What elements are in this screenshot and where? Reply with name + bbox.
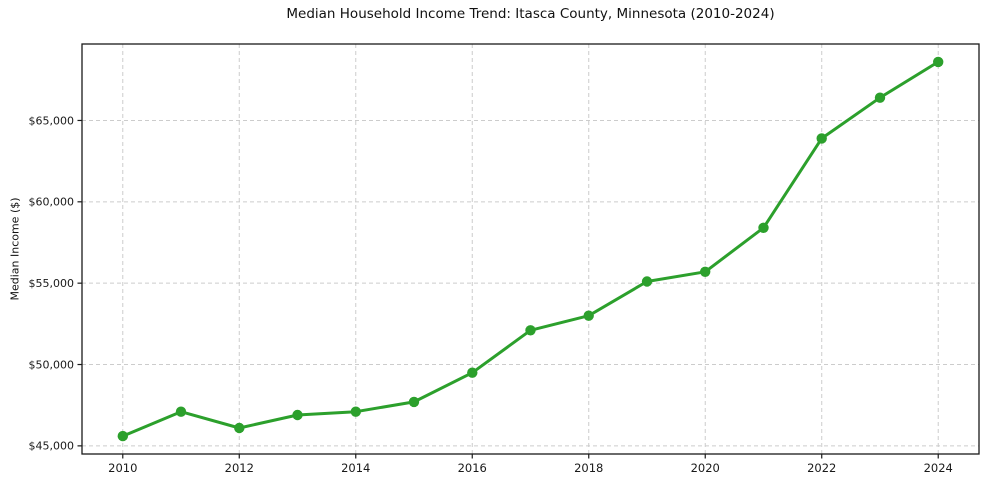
data-point xyxy=(641,276,653,287)
data-point xyxy=(467,367,478,378)
data-point xyxy=(758,222,769,233)
y-tick-label: $50,000 xyxy=(29,358,75,371)
x-tick-label: 2022 xyxy=(807,461,836,475)
x-tick-label: 2012 xyxy=(225,461,254,475)
data-point xyxy=(700,266,711,277)
x-tick-label: 2010 xyxy=(108,461,137,475)
x-tick-label: 2016 xyxy=(458,461,487,475)
chart-title: Median Household Income Trend: Itasca Co… xyxy=(286,6,775,22)
data-point xyxy=(874,92,886,103)
data-point xyxy=(292,409,303,421)
data-point xyxy=(408,396,420,408)
data-point xyxy=(350,406,361,417)
y-tick-label: $65,000 xyxy=(29,114,75,127)
y-tick-label: $55,000 xyxy=(29,277,75,290)
data-point xyxy=(583,310,594,321)
data-point xyxy=(117,430,128,442)
trend-line xyxy=(121,60,940,438)
x-tick-label: 2024 xyxy=(924,461,953,475)
data-point xyxy=(816,133,827,144)
axes-frame xyxy=(81,43,980,455)
x-tick-label: 2020 xyxy=(691,461,720,475)
data-point xyxy=(933,56,944,68)
data-point xyxy=(525,325,536,336)
x-tick-label: 2018 xyxy=(574,461,603,475)
data-point xyxy=(234,422,245,434)
y-tick-label: $45,000 xyxy=(29,440,75,453)
y-tick-label: $60,000 xyxy=(29,196,75,209)
data-point xyxy=(175,406,187,417)
x-tick-label: 2014 xyxy=(341,461,370,475)
